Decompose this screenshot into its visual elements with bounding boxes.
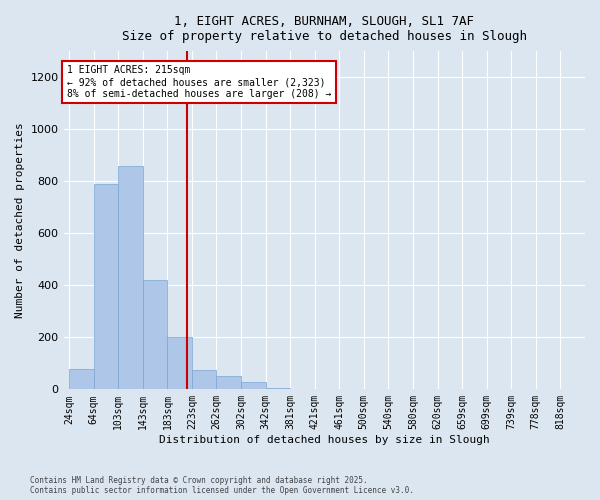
Bar — [388, 388, 413, 390]
Bar — [143, 280, 167, 390]
Bar — [217, 376, 241, 390]
Text: Contains HM Land Registry data © Crown copyright and database right 2025.
Contai: Contains HM Land Registry data © Crown c… — [30, 476, 414, 495]
Title: 1, EIGHT ACRES, BURNHAM, SLOUGH, SL1 7AF
Size of property relative to detached h: 1, EIGHT ACRES, BURNHAM, SLOUGH, SL1 7AF… — [122, 15, 527, 43]
Bar — [266, 388, 290, 390]
Bar — [94, 184, 118, 390]
Bar — [167, 338, 192, 390]
Text: 1 EIGHT ACRES: 215sqm
← 92% of detached houses are smaller (2,323)
8% of semi-de: 1 EIGHT ACRES: 215sqm ← 92% of detached … — [67, 66, 331, 98]
Bar — [192, 370, 217, 390]
Bar — [69, 368, 94, 390]
X-axis label: Distribution of detached houses by size in Slough: Distribution of detached houses by size … — [159, 435, 490, 445]
Y-axis label: Number of detached properties: Number of detached properties — [15, 122, 25, 318]
Bar — [241, 382, 266, 390]
Bar — [118, 166, 143, 390]
Bar — [438, 388, 462, 390]
